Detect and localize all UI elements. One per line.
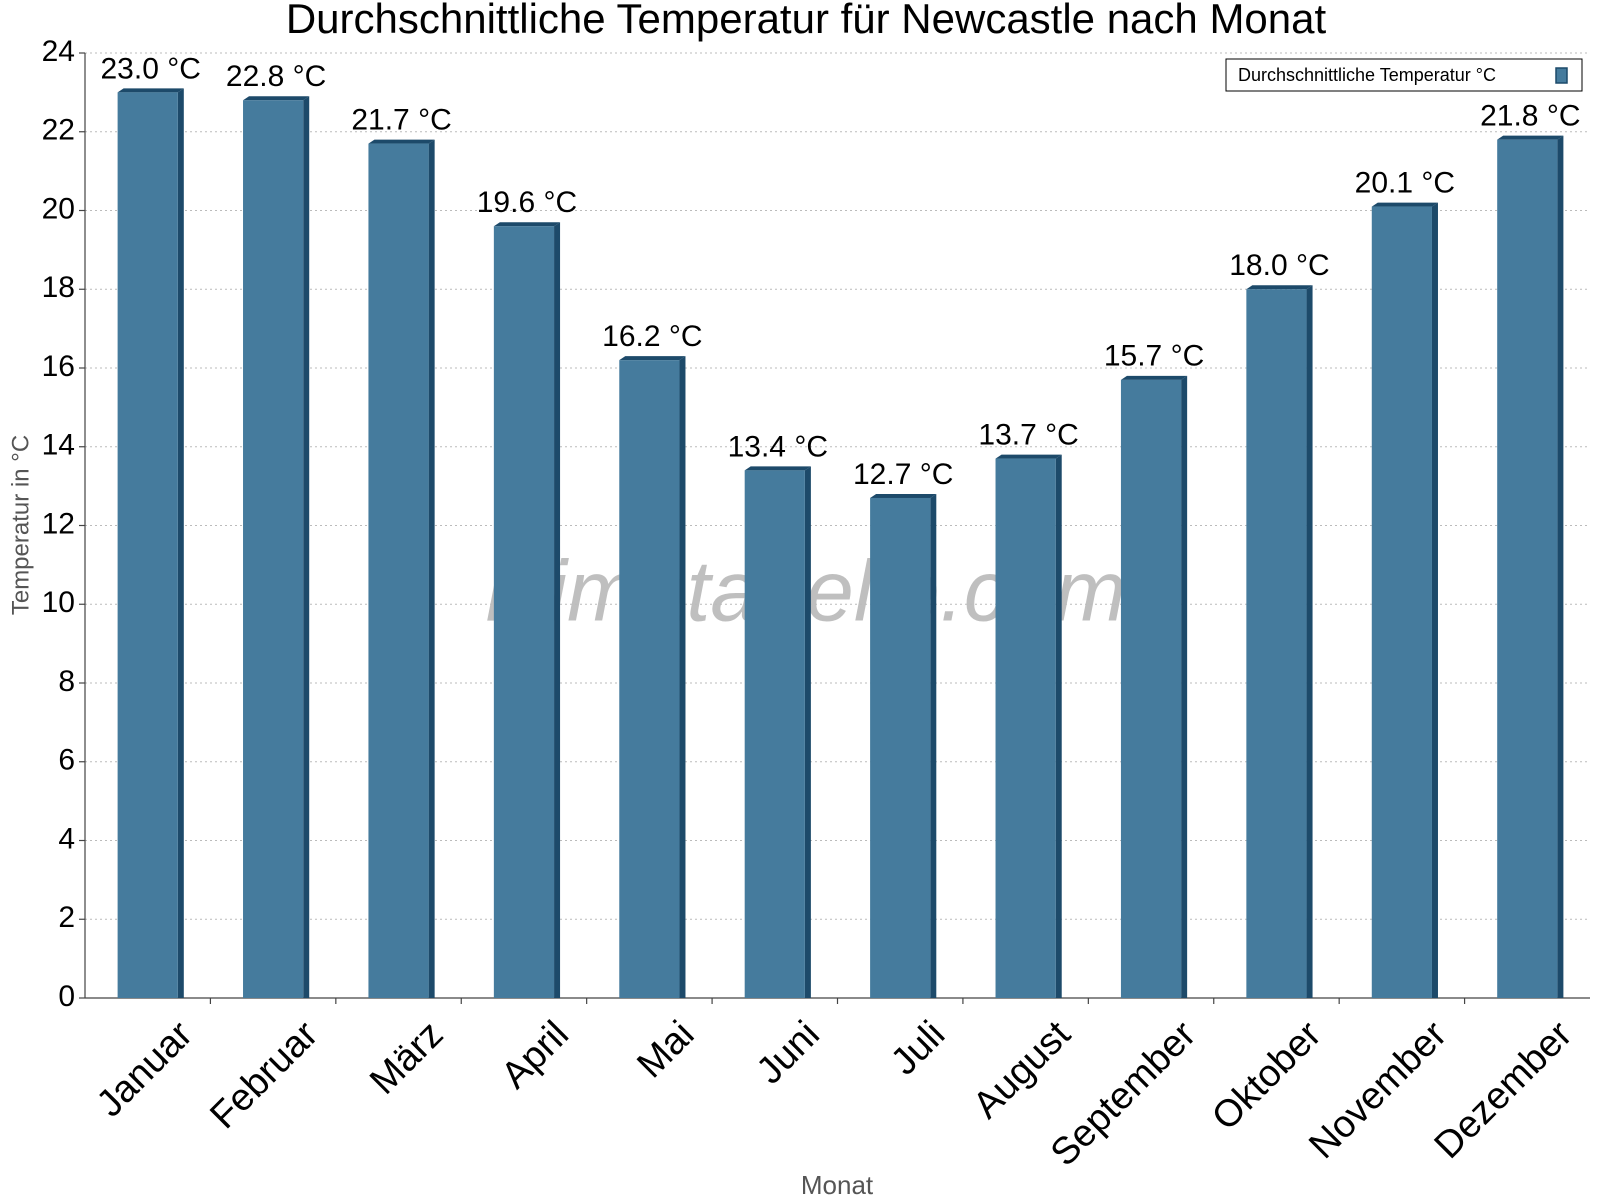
bar-top <box>619 356 686 361</box>
x-tick-label: Dezember <box>1427 1013 1581 1167</box>
data-label: 19.6 °C <box>477 186 577 219</box>
bar-top <box>744 466 811 471</box>
bar-side <box>428 139 435 998</box>
bar <box>619 360 680 998</box>
bar-top <box>870 493 937 498</box>
y-tick-label: 14 <box>42 429 75 462</box>
bar-side <box>804 466 811 998</box>
y-tick-label: 20 <box>42 192 75 225</box>
bar-side <box>1431 202 1438 998</box>
y-tick-label: 12 <box>42 507 75 540</box>
bar-top <box>117 88 184 93</box>
bar <box>243 100 304 998</box>
chart-title: Durchschnittliche Temperatur für Newcast… <box>286 0 1327 42</box>
x-axis-label: Monat <box>801 1170 874 1200</box>
y-tick-label: 10 <box>42 586 75 619</box>
bar-top <box>1120 375 1188 380</box>
bar <box>995 458 1056 998</box>
bar-side <box>554 222 561 998</box>
bar-top <box>1497 135 1564 140</box>
bar-side <box>1055 454 1062 998</box>
x-tick-label: Oktober <box>1204 1013 1330 1139</box>
bar-side <box>1181 375 1188 998</box>
x-tick-label: Januar <box>89 1013 201 1125</box>
y-tick-label: 4 <box>58 822 75 855</box>
bar <box>1371 206 1432 998</box>
y-tick-label: 8 <box>58 665 75 698</box>
bar-side <box>930 493 937 998</box>
data-label: 23.0 °C <box>101 52 201 85</box>
y-tick-label: 6 <box>58 744 75 777</box>
data-label: 16.2 °C <box>602 320 702 353</box>
legend: Durchschnittliche Temperatur °C <box>1225 58 1583 92</box>
x-tick-label: Juni <box>749 1013 828 1092</box>
bar-top <box>995 454 1062 459</box>
data-label: 21.7 °C <box>351 103 451 136</box>
bar-top <box>1246 285 1313 290</box>
data-label: 15.7 °C <box>1104 340 1204 373</box>
data-label: 21.8 °C <box>1480 100 1580 133</box>
x-tick-label: März <box>362 1013 451 1102</box>
x-tick-label: Mai <box>629 1013 702 1086</box>
bar <box>1120 379 1182 998</box>
y-tick-label: 24 <box>42 35 75 68</box>
y-tick-label: 22 <box>42 114 75 147</box>
legend-label: Durchschnittliche Temperatur °C <box>1238 65 1496 85</box>
bar <box>493 226 555 998</box>
data-label: 18.0 °C <box>1229 249 1329 282</box>
bar-side <box>1557 135 1564 998</box>
bar-top <box>368 139 435 144</box>
bar-side <box>1306 285 1313 998</box>
bar-side <box>303 96 310 998</box>
bar-top <box>243 96 310 101</box>
legend-box <box>1225 58 1583 92</box>
y-tick-label: 16 <box>42 350 75 383</box>
y-tick-label: 18 <box>42 271 75 304</box>
bar-top <box>1371 202 1438 207</box>
bar <box>117 92 178 998</box>
bar-side <box>679 356 686 998</box>
bar <box>1497 139 1558 998</box>
data-label: 12.7 °C <box>853 458 953 491</box>
x-tick-label: Juli <box>883 1013 953 1083</box>
bar-top <box>493 222 561 227</box>
data-label: 13.4 °C <box>728 430 828 463</box>
bar <box>870 497 931 998</box>
data-label: 20.1 °C <box>1355 166 1455 199</box>
x-tick-label: August <box>965 1013 1079 1127</box>
x-tick-label: April <box>494 1013 577 1096</box>
y-tick-label: 2 <box>58 901 75 934</box>
bar <box>744 470 805 998</box>
data-label: 13.7 °C <box>978 418 1078 451</box>
y-tick-label: 0 <box>58 980 75 1013</box>
bar-side <box>177 88 184 998</box>
legend-swatch <box>1555 67 1568 84</box>
x-tick-label: Februar <box>202 1013 326 1137</box>
bar <box>368 143 429 998</box>
y-axis-label: Temperatur in °C <box>7 435 34 615</box>
bar <box>1246 289 1307 998</box>
data-label: 22.8 °C <box>226 60 326 93</box>
